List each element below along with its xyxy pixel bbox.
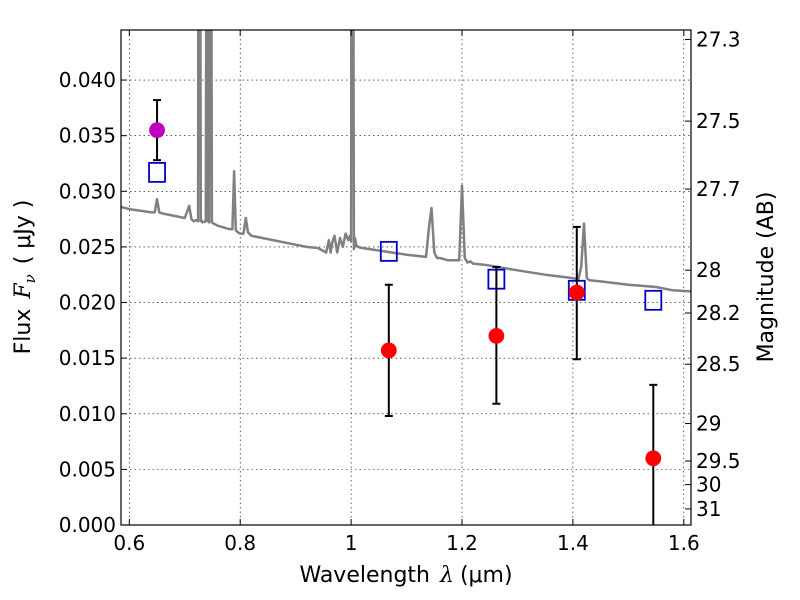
y-tick-label: 0.005 — [59, 457, 116, 481]
x-tick-label: 0.6 — [113, 531, 145, 555]
y-axis-label-symbol: F — [11, 283, 36, 300]
y-tick-label: 0.025 — [59, 235, 116, 259]
y-axis-label-subscript: ν — [21, 274, 39, 283]
y2-tick-label: 30 — [696, 473, 721, 497]
spectrum-line — [121, 30, 691, 293]
x-tick-label: 1.6 — [668, 531, 700, 555]
y-tick-label: 0.015 — [59, 346, 116, 370]
x-axis-label-unit: (μm) — [460, 563, 513, 588]
template-photometry-point — [379, 240, 398, 262]
plot-frame — [120, 29, 692, 526]
x-tick-label: 1 — [345, 531, 358, 555]
y2-tick-label: 27.7 — [696, 177, 741, 201]
template-photometry-point — [148, 161, 166, 183]
y2-tick-label: 28 — [696, 258, 721, 282]
observed-photometry-point — [488, 327, 505, 344]
y-axis-label: Flux Fν ( μJy ) — [11, 200, 39, 355]
y-axis-label-text: Flux — [11, 309, 36, 355]
observed-photometry-point — [380, 342, 397, 359]
x-tick-label: 1.2 — [446, 531, 478, 555]
y2-axis-label: Magnitude (AB) — [754, 192, 779, 363]
template-photometry-point — [644, 289, 663, 311]
y-tick-label: 0.010 — [59, 402, 116, 426]
y-tick-label: 0.020 — [59, 291, 116, 315]
y2-tick-label: 27.5 — [696, 109, 741, 133]
y-tick-label: 0.000 — [59, 513, 116, 537]
y2-tick-label: 28.5 — [696, 352, 741, 376]
data-layer — [121, 30, 691, 293]
y2-tick-label: 29.5 — [696, 449, 741, 473]
y2-tick-label: 28.2 — [696, 301, 741, 325]
ticks: 0.6 0.8 1 1.2 1.4 1.6 0.000 0.005 0.010 0.015 0.02… — [59, 27, 741, 555]
points-layer — [148, 99, 663, 525]
observed-photometry-point — [645, 450, 662, 467]
y-tick-label: 0.030 — [59, 179, 116, 203]
x-tick-label: 1.4 — [557, 531, 589, 555]
y-tick-label: 0.040 — [59, 68, 116, 92]
y2-tick-label: 31 — [696, 497, 721, 521]
y2-tick-label: 29 — [696, 412, 721, 436]
y-tick-label: 0.035 — [59, 124, 116, 148]
x-tick-label: 0.8 — [224, 531, 256, 555]
observed-photometry-point — [568, 284, 585, 301]
x-axis-label-text: Wavelength — [299, 563, 430, 588]
x-axis-label: Wavelength λ (μm) — [299, 563, 512, 588]
observed-photometry-point — [149, 122, 165, 139]
plot-area — [121, 30, 691, 525]
y-axis-label-unit: ( μJy ) — [11, 200, 36, 265]
y2-tick-label: 27.3 — [696, 27, 741, 51]
x-axis-label-symbol: λ — [439, 563, 454, 588]
